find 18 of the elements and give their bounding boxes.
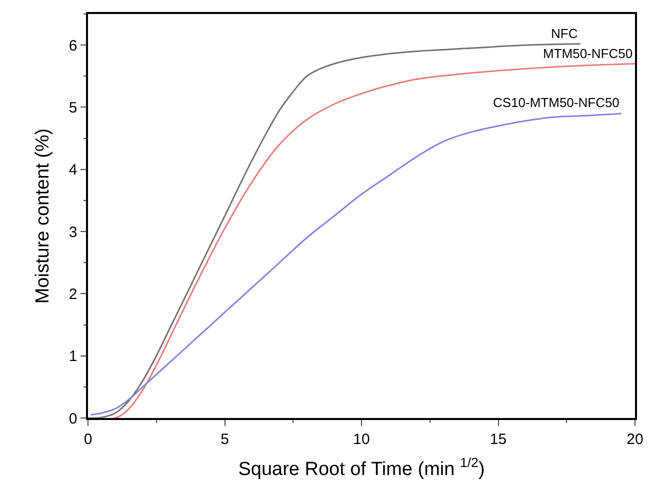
y-axis-title: Moisture content (%) (32, 128, 54, 304)
y-tick-label: 1 (68, 348, 78, 366)
x-tick-label: 10 (353, 430, 370, 448)
y-tick-label: 4 (68, 162, 78, 179)
x-tick-label: 15 (490, 430, 507, 448)
line-series (90, 112, 622, 416)
series-label: MTM50-NFC50 (543, 46, 633, 61)
y-tick-label: 2 (68, 286, 78, 303)
y-tick-label: 6 (68, 37, 78, 54)
series-label: CS10-MTM50-NFC50 (493, 95, 620, 110)
x-axis-title: Square Root of Time (min $^{1/2}$) (238, 455, 485, 480)
y-tick-label: 3 (68, 224, 78, 241)
x-tick-label: 0 (84, 430, 92, 448)
series-label: NFC (551, 26, 578, 41)
x-tick-label: 5 (220, 430, 229, 448)
y-tick-label: 5 (68, 99, 78, 116)
y-tick-label: 0 (68, 410, 78, 428)
x-tick-label: 20 (626, 430, 644, 448)
